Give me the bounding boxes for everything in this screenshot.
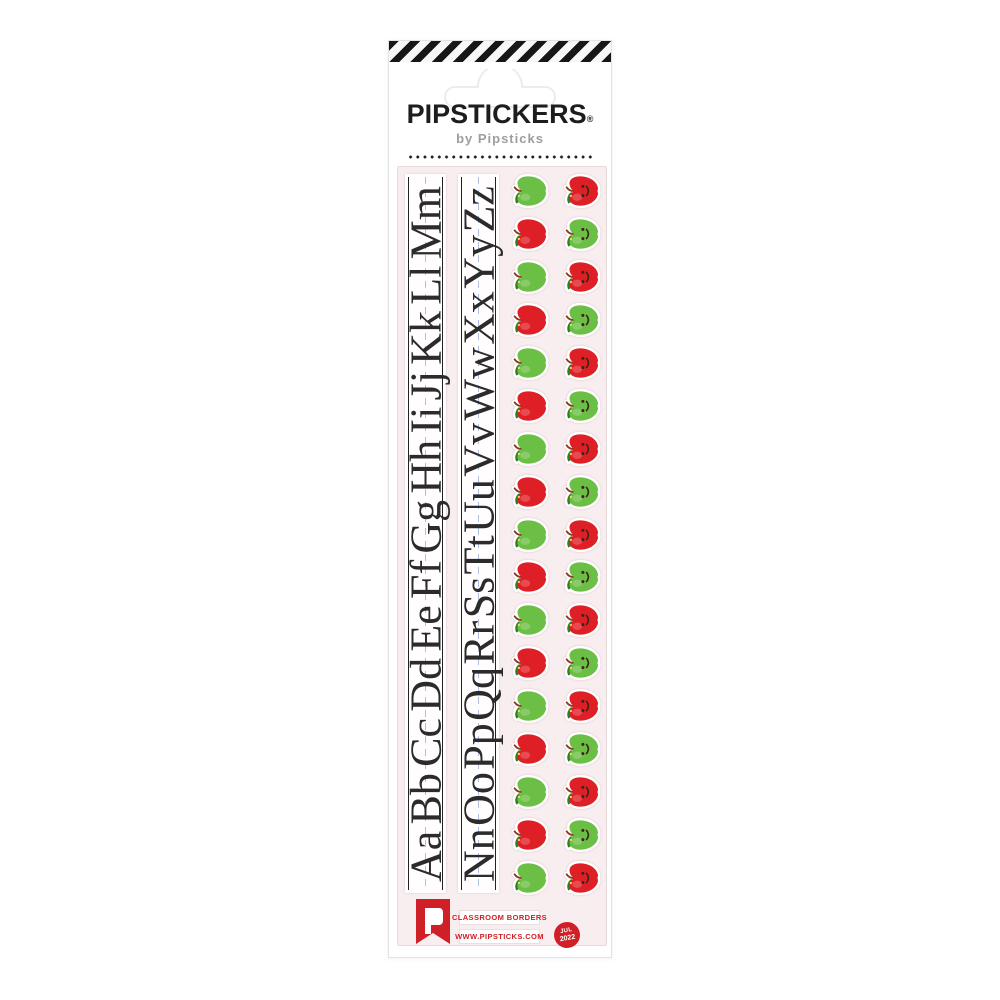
apple-sticker-red xyxy=(504,300,556,340)
apple-sticker-green-smiley xyxy=(556,300,608,340)
product-title-label: CLASSROOM BORDERS xyxy=(452,910,547,925)
apple-sticker-green xyxy=(504,171,556,211)
alphabet-strip-a-m: Aa Bb Cc Dd Ee Ff Gg Hh Ii Jj Kk Ll Mm xyxy=(400,174,450,893)
handwriting-guide-lines xyxy=(461,177,496,890)
apple-sticker-green-smiley xyxy=(556,729,608,769)
letter-pair: Cc xyxy=(400,717,450,767)
apple-sticker-green xyxy=(504,515,556,555)
sticker-package: PIPSTICKERS® by Pipsticks Aa Bb Cc Dd Ee Ff Gg… xyxy=(388,40,612,958)
apple-sticker-green-smiley xyxy=(556,557,608,597)
letter-pair: Ww xyxy=(453,346,503,421)
apple-sticker-green xyxy=(504,858,556,898)
letter-pair: Aa xyxy=(400,830,450,882)
apple-sticker-green xyxy=(504,600,556,640)
apple-sticker-red xyxy=(504,729,556,769)
letter-pair: Oo xyxy=(453,771,503,826)
letter-pair: Ff xyxy=(400,559,450,599)
date-stamp-badge: JUL 2022 xyxy=(551,919,583,951)
date-stamp-year: 2022 xyxy=(559,933,576,944)
apple-sticker-red xyxy=(504,472,556,512)
pipsticks-flag-logo xyxy=(416,899,450,944)
letter-pair: Tt xyxy=(453,534,503,574)
apple-sticker-green-smiley xyxy=(556,386,608,426)
apple-sticker-red xyxy=(504,815,556,855)
letter-pair: Hh xyxy=(400,439,450,494)
letter-pair: Ll xyxy=(400,265,450,305)
apple-sticker-green-smiley xyxy=(556,214,608,254)
apple-sticker-red-smiley xyxy=(556,858,608,898)
brand-logo: PIPSTICKERS® xyxy=(389,99,611,130)
striped-header-band xyxy=(389,41,611,62)
sticker-sheet: Aa Bb Cc Dd Ee Ff Gg Hh Ii Jj Kk Ll Mm Nn Oo Pp Qq Rr Ss T… xyxy=(397,166,608,951)
brand-logo-text: PIPSTICKERS xyxy=(406,99,587,129)
registered-trademark: ® xyxy=(586,114,594,124)
letter-pair: Bb xyxy=(400,772,450,824)
apple-sticker-red xyxy=(504,643,556,683)
letter-pair: Uu xyxy=(453,478,503,533)
letter-pair: Mm xyxy=(400,185,450,259)
letter-pair: Xx xyxy=(453,290,503,345)
apple-sticker-green xyxy=(504,686,556,726)
apple-sticker-column-left xyxy=(504,171,556,898)
apple-sticker-green xyxy=(504,429,556,469)
apple-sticker-green xyxy=(504,772,556,812)
dotted-divider xyxy=(407,155,593,159)
letter-pair: Dd xyxy=(400,657,450,712)
apple-sticker-red-smiley xyxy=(556,686,608,726)
apple-sticker-green-smiley xyxy=(556,643,608,683)
apple-sticker-red-smiley xyxy=(556,772,608,812)
apple-sticker-green-smiley xyxy=(556,815,608,855)
apple-sticker-red-smiley xyxy=(556,600,608,640)
apple-sticker-green-smiley xyxy=(556,472,608,512)
brand-byline: by Pipsticks xyxy=(456,131,544,146)
letter-pair: Ss xyxy=(453,576,503,618)
handwriting-guide-lines xyxy=(408,177,443,890)
alphabet-letters-n-z: Nn Oo Pp Qq Rr Ss Tt Uu Vv Ww Xx Yy Zz xyxy=(453,178,503,890)
apple-sticker-red xyxy=(504,214,556,254)
alphabet-strip-n-z: Nn Oo Pp Qq Rr Ss Tt Uu Vv Ww Xx Yy Zz xyxy=(453,174,503,893)
letter-pair: Qq xyxy=(453,666,503,721)
footer-labels: CLASSROOM BORDERS WWW.PIPSTICKS.COM xyxy=(452,910,547,948)
hang-slot-cutout xyxy=(443,69,557,108)
letter-pair: Zz xyxy=(453,185,503,233)
letter-pair: Yy xyxy=(453,234,503,289)
apple-sticker-red-smiley xyxy=(556,257,608,297)
letter-pair: Rr xyxy=(453,620,503,665)
website-label: WWW.PIPSTICKS.COM xyxy=(455,929,544,944)
letter-pair: Gg xyxy=(400,499,450,554)
apple-sticker-green xyxy=(504,343,556,383)
apple-sticker-column-right xyxy=(556,171,608,898)
apple-sticker-red-smiley xyxy=(556,343,608,383)
letter-pair: Pp xyxy=(453,722,503,770)
apple-sticker-red-smiley xyxy=(556,429,608,469)
apple-sticker-red xyxy=(504,386,556,426)
letter-pair: Vv xyxy=(453,422,503,477)
apple-sticker-red xyxy=(504,557,556,597)
letter-pair: Ii xyxy=(400,406,450,434)
letter-pair: Ee xyxy=(400,604,450,652)
letter-pair: Kk xyxy=(400,310,450,365)
apple-sticker-red-smiley xyxy=(556,515,608,555)
alphabet-letters-a-m: Aa Bb Cc Dd Ee Ff Gg Hh Ii Jj Kk Ll Mm xyxy=(400,178,450,890)
letter-pair: Jj xyxy=(400,370,450,400)
apple-sticker-green xyxy=(504,257,556,297)
letter-pair: Nn xyxy=(453,827,503,882)
apple-sticker-red-smiley xyxy=(556,171,608,211)
